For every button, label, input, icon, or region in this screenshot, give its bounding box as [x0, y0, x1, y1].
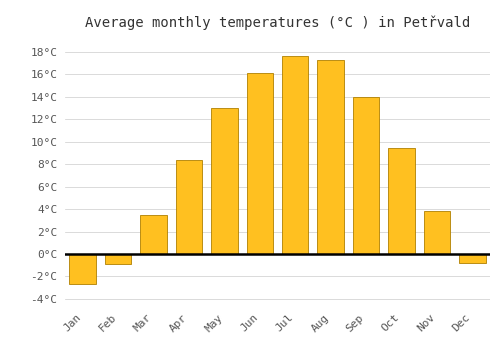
Bar: [459, 254, 485, 263]
Bar: [140, 215, 167, 254]
Bar: [424, 211, 450, 254]
Bar: [70, 254, 96, 284]
Bar: [318, 60, 344, 254]
Title: Average monthly temperatures (°C ) in Petřvald: Average monthly temperatures (°C ) in Pe…: [85, 15, 470, 30]
Bar: [105, 254, 132, 264]
Bar: [211, 108, 238, 254]
Bar: [246, 73, 273, 254]
Bar: [388, 148, 414, 254]
Bar: [176, 160, 202, 254]
Bar: [282, 56, 308, 254]
Bar: [353, 97, 380, 254]
